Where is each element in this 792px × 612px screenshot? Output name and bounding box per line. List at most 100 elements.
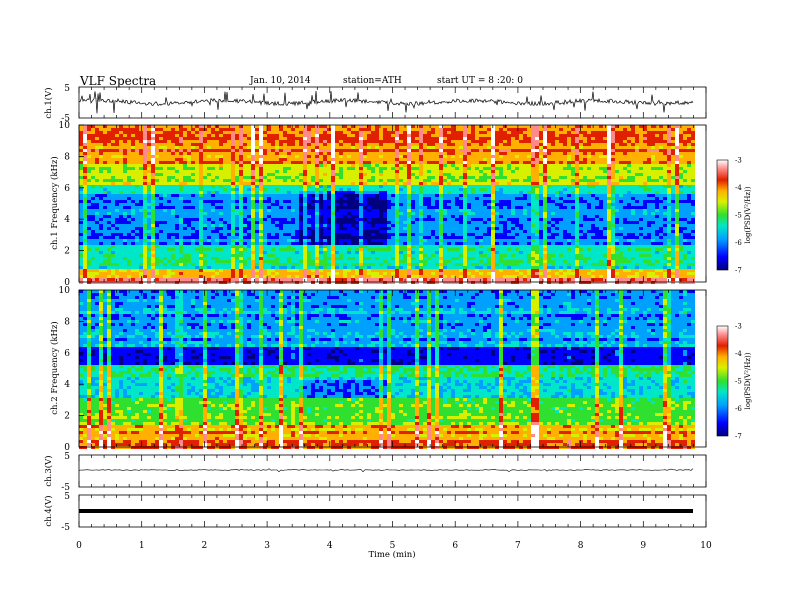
spectrogram-cell xyxy=(235,191,239,194)
spectrogram-cell xyxy=(571,170,575,173)
spectrogram-cell xyxy=(175,149,179,152)
spectrogram-cell xyxy=(555,197,559,200)
spectrogram-cell xyxy=(483,182,487,185)
spectrogram-cell xyxy=(663,152,667,155)
spectrogram-cell xyxy=(283,194,287,197)
spectrogram-cell xyxy=(375,173,379,176)
spectrogram-cell xyxy=(183,188,187,191)
spectrogram-cell xyxy=(227,125,231,128)
spectrogram-cell xyxy=(327,215,331,218)
spectrogram-cell xyxy=(451,206,455,209)
spectrogram-cell xyxy=(163,191,167,194)
spectrogram-cell xyxy=(187,185,191,188)
spectrogram-cell xyxy=(327,134,331,137)
spectrogram-cell xyxy=(503,167,507,170)
spectrogram-cell xyxy=(663,191,667,194)
spectrogram-cell xyxy=(563,185,567,188)
spectrogram-cell xyxy=(379,176,383,179)
spectrogram-cell xyxy=(347,161,351,164)
spectrogram-cell xyxy=(659,188,663,191)
spectrogram-cell xyxy=(559,200,563,203)
spectrogram-cell xyxy=(363,164,367,167)
spectrogram-cell xyxy=(187,200,191,203)
spectrogram-cell xyxy=(595,125,599,128)
spectrogram-cell xyxy=(467,218,471,221)
spectrogram-cell xyxy=(443,200,447,203)
spectrogram-cell xyxy=(559,167,563,170)
spectrogram-cell xyxy=(659,206,663,209)
spectrogram-cell xyxy=(627,170,631,173)
spectrogram-cell xyxy=(247,179,251,182)
spectrogram-cell xyxy=(363,125,367,128)
spectrogram-cell xyxy=(611,143,615,146)
spectrogram-cell xyxy=(263,161,267,164)
spectrogram-cell xyxy=(355,161,359,164)
spectrogram-cell xyxy=(155,215,159,218)
spectrogram-cell xyxy=(667,158,671,161)
spectrogram-cell xyxy=(143,215,147,218)
spectrogram-cell xyxy=(475,140,479,143)
spectrogram-cell xyxy=(187,143,191,146)
spectrogram-cell xyxy=(483,188,487,191)
spectrogram-cell xyxy=(563,212,567,215)
spectrogram-cell xyxy=(207,149,211,152)
spectrogram-cell xyxy=(367,197,371,200)
spectrogram-cell xyxy=(411,143,415,146)
spectrogram-cell xyxy=(151,170,155,173)
spectrogram-cell xyxy=(135,191,139,194)
spectrogram-cell xyxy=(691,134,695,137)
spectrogram-cell xyxy=(215,155,219,158)
spectrogram-cell xyxy=(207,146,211,149)
spectrogram-cell xyxy=(267,179,271,182)
spectrogram-cell xyxy=(415,125,419,128)
spectrogram-cell xyxy=(115,218,119,221)
spectrogram-cell xyxy=(267,164,271,167)
spectrogram-cell xyxy=(235,137,239,140)
spectrogram-cell xyxy=(399,188,403,191)
spectrogram-cell xyxy=(319,155,323,158)
spectrogram-cell xyxy=(155,197,159,200)
spectrogram-cell xyxy=(479,200,483,203)
spectrogram-cell xyxy=(283,221,287,224)
spectrogram-cell xyxy=(639,197,643,200)
spectrogram-cell xyxy=(567,218,571,221)
spectrogram-cell xyxy=(643,167,647,170)
spectrogram-cell xyxy=(399,125,403,128)
spectrogram-cell xyxy=(603,206,607,209)
spectrogram-cell xyxy=(615,125,619,128)
spectrogram-cell xyxy=(675,140,679,143)
spectrogram-cell xyxy=(623,164,627,167)
spectrogram-cell xyxy=(423,182,427,185)
spectrogram-cell xyxy=(359,158,363,161)
spectrogram-cell xyxy=(155,131,159,134)
spectrogram-cell xyxy=(183,164,187,167)
spectrogram-cell xyxy=(159,206,163,209)
spectrogram-cell xyxy=(175,137,179,140)
spectrogram-cell xyxy=(231,182,235,185)
spectrogram-cell xyxy=(587,131,591,134)
spectrogram-cell xyxy=(491,182,495,185)
spectrogram-cell xyxy=(267,221,271,224)
spectrogram-cell xyxy=(151,158,155,161)
spectrogram-cell xyxy=(311,194,315,197)
spectrogram-cell xyxy=(107,191,111,194)
spectrogram-cell xyxy=(259,167,263,170)
spectrogram-cell xyxy=(463,128,467,131)
spectrogram-cell xyxy=(499,185,503,188)
spectrogram-cell xyxy=(679,182,683,185)
spectrogram-cell xyxy=(367,152,371,155)
spectrogram-cell xyxy=(551,140,555,143)
spectrogram-cell xyxy=(563,152,567,155)
spectrogram-cell xyxy=(607,191,611,194)
spectrogram-cell xyxy=(455,140,459,143)
spectrogram-cell xyxy=(247,164,251,167)
spectrogram-cell xyxy=(351,167,355,170)
spectrogram-cell xyxy=(443,161,447,164)
spectrogram-cell xyxy=(163,182,167,185)
spectrogram-cell xyxy=(631,218,635,221)
spectrogram-cell xyxy=(583,188,587,191)
spectrogram-cell xyxy=(335,215,339,218)
spectrogram-cell xyxy=(115,155,119,158)
spectrogram-cell xyxy=(499,164,503,167)
spectrogram-cell xyxy=(555,164,559,167)
